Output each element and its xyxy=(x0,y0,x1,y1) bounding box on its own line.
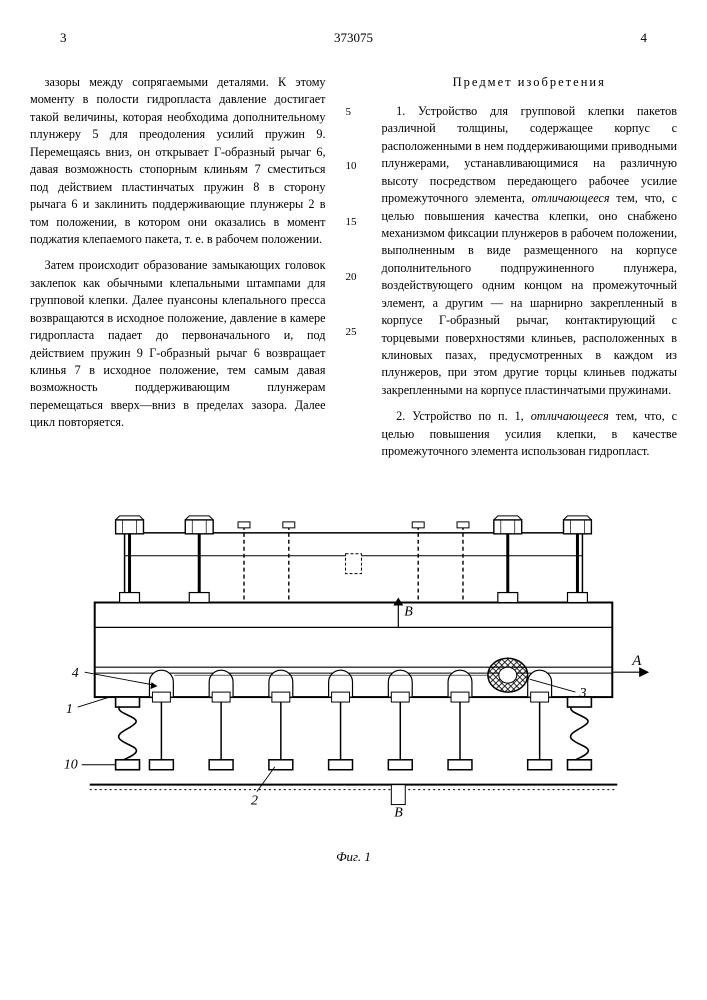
svg-text:10: 10 xyxy=(64,757,78,772)
svg-text:2: 2 xyxy=(251,793,258,808)
svg-text:3: 3 xyxy=(578,686,586,701)
figure-container: В В А 4 1 10 2 xyxy=(30,498,677,865)
claim2-pre: 2. Устройство по п. 1, xyxy=(396,409,531,423)
figure-svg: В В А 4 1 10 2 xyxy=(30,498,677,836)
right-para-2: 2. Устройство по п. 1, отличающееся тем,… xyxy=(382,408,678,460)
line-marker-15: 15 xyxy=(346,215,357,231)
figure-caption: Фиг. 1 xyxy=(30,849,677,865)
right-column: Предмет изобретения 1. Устройство для гр… xyxy=(382,74,678,470)
spring-right xyxy=(568,697,592,770)
svg-text:В: В xyxy=(394,805,403,820)
claim1-italic: отличающееся xyxy=(532,191,610,205)
claim2-italic: отличающееся xyxy=(531,409,609,423)
section-a: А xyxy=(612,653,649,677)
left-para-2: Затем происходит образование замыкающих … xyxy=(30,257,326,431)
right-para-1: 1. Устройство для групповой клепки пакет… xyxy=(382,103,678,399)
line-marker-5: 5 xyxy=(346,105,352,121)
svg-text:1: 1 xyxy=(66,702,73,717)
claim1-post: тем, что, с целью повышения качества кле… xyxy=(382,191,678,397)
line-marker-10: 10 xyxy=(346,159,357,175)
section-title: Предмет изобретения xyxy=(382,74,678,92)
svg-text:А: А xyxy=(631,653,642,669)
text-columns: зазоры между сопрягаемыми деталями. К эт… xyxy=(30,74,677,470)
svg-text:В: В xyxy=(404,604,413,619)
page-number-left: 3 xyxy=(60,30,67,46)
doc-number: 373075 xyxy=(30,30,677,46)
line-marker-25: 25 xyxy=(346,325,357,341)
line-number-gutter: 5 10 15 20 25 xyxy=(346,74,362,470)
line-marker-20: 20 xyxy=(346,270,357,286)
page-number-right: 4 xyxy=(641,30,648,46)
section-b-bottom: В xyxy=(391,784,405,820)
spring-left xyxy=(116,697,140,770)
hatched-element xyxy=(488,658,528,692)
left-column: зазоры между сопрягаемыми деталями. К эт… xyxy=(30,74,326,470)
claim1-pre: 1. Устройство для групповой клепки пакет… xyxy=(382,104,678,205)
svg-text:4: 4 xyxy=(72,666,79,681)
left-para-1: зазоры между сопрягаемыми деталями. К эт… xyxy=(30,74,326,248)
